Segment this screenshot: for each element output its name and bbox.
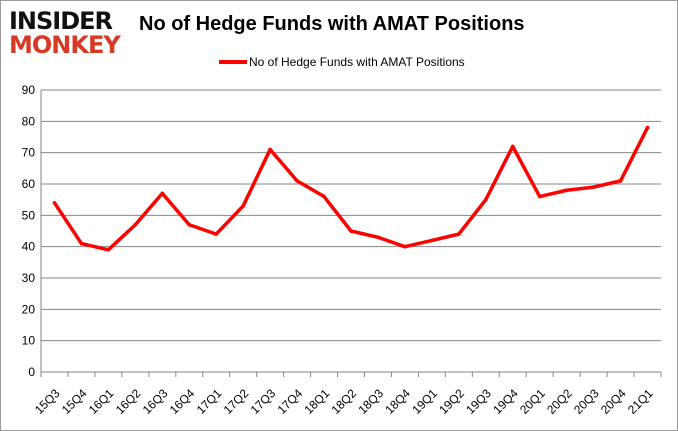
data-point — [349, 229, 353, 233]
data-point — [322, 194, 326, 199]
data-point — [618, 179, 623, 183]
data-point — [537, 194, 542, 199]
logo-line-2: MONKEY — [9, 31, 121, 59]
y-tick-label: 50 — [22, 208, 36, 222]
y-tick-label: 60 — [22, 177, 36, 191]
x-tick-label: 19Q3 — [463, 386, 494, 417]
data-point — [403, 244, 407, 249]
data-point — [564, 188, 569, 193]
x-tick-label: 17Q2 — [221, 386, 252, 417]
data-point — [376, 235, 380, 240]
y-tick-label: 90 — [22, 83, 36, 97]
x-tick-label: 18Q4 — [382, 386, 413, 417]
legend-swatch — [219, 60, 247, 64]
data-point — [483, 197, 488, 202]
x-tick-label: 17Q1 — [194, 386, 225, 417]
x-tick-label: 20Q2 — [544, 386, 575, 417]
x-tick-label: 16Q3 — [140, 386, 171, 417]
x-tick-label: 15Q4 — [59, 386, 90, 417]
x-tick-label: 20Q4 — [598, 386, 629, 417]
legend: No of Hedge Funds with AMAT Positions — [219, 55, 465, 69]
data-point — [241, 204, 245, 208]
x-tick-label: 18Q1 — [302, 386, 333, 417]
y-tick-label: 10 — [22, 334, 36, 348]
x-tick-label: 18Q2 — [328, 386, 359, 417]
x-tick-label: 16Q1 — [86, 386, 117, 417]
x-tick-label: 19Q1 — [409, 386, 440, 417]
data-point — [510, 144, 515, 149]
data-point — [645, 125, 650, 130]
chart-title: No of Hedge Funds with AMAT Positions — [139, 13, 525, 35]
y-tick-label: 70 — [22, 146, 36, 160]
x-tick-label: 20Q3 — [571, 386, 602, 417]
legend-label: No of Hedge Funds with AMAT Positions — [249, 55, 465, 69]
x-tick-label: 21Q1 — [625, 386, 656, 417]
data-point — [430, 238, 434, 243]
logo-line-1: INSIDER — [9, 7, 113, 35]
y-tick-label: 80 — [22, 114, 36, 128]
data-point — [133, 222, 138, 227]
y-tick-label: 40 — [22, 240, 36, 254]
data-point — [160, 191, 165, 196]
data-point — [591, 185, 596, 189]
x-tick-label: 15Q3 — [32, 386, 63, 417]
y-tick-label: 30 — [22, 271, 36, 285]
y-tick-label: 0 — [28, 365, 35, 379]
data-point — [79, 241, 84, 246]
x-tick-label: 17Q4 — [275, 386, 306, 417]
data-point — [457, 232, 461, 236]
x-tick-label: 17Q3 — [248, 386, 279, 417]
x-tick-label: 16Q4 — [167, 386, 198, 417]
x-tick-label: 19Q4 — [490, 386, 521, 417]
data-point — [214, 232, 219, 236]
data-point — [106, 248, 111, 252]
x-tick-label: 16Q2 — [113, 386, 144, 417]
data-point — [295, 179, 299, 183]
data-point — [52, 201, 57, 205]
x-tick-label: 19Q2 — [436, 386, 467, 417]
x-tick-label: 18Q3 — [355, 386, 386, 417]
y-tick-label: 20 — [22, 302, 36, 316]
data-point — [268, 147, 272, 152]
x-tick-label: 20Q1 — [517, 386, 548, 417]
data-point — [187, 222, 192, 227]
insider-monkey-logo: INSIDER MONKEY — [9, 9, 127, 57]
